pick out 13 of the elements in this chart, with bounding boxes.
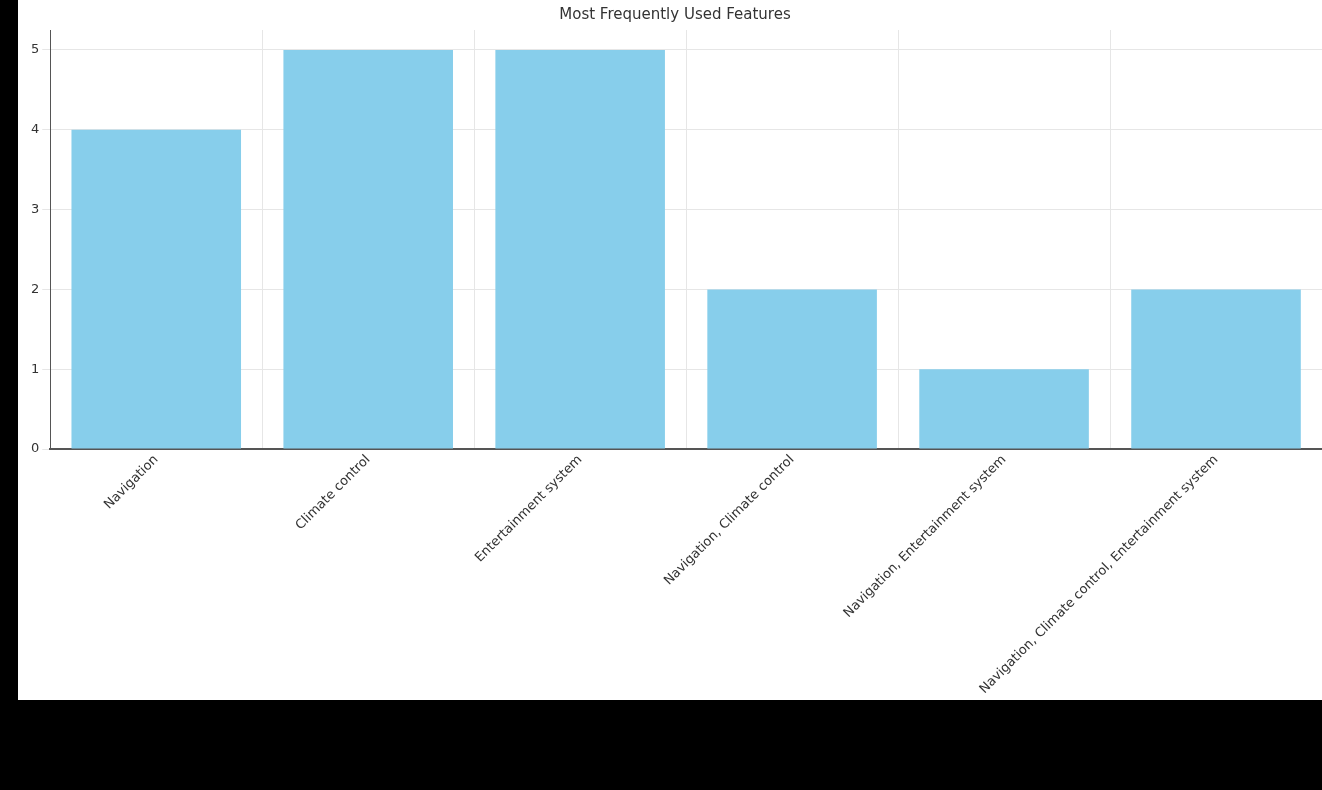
- y-tick-label: 0: [30, 440, 40, 456]
- bar: [495, 49, 665, 449]
- bar: [1131, 289, 1301, 449]
- bar: [707, 289, 877, 449]
- y-tick-label: 4: [30, 121, 40, 137]
- bar: [71, 129, 242, 449]
- chart-title: Most Frequently Used Features: [559, 4, 791, 23]
- y-tick-label: 5: [30, 41, 40, 57]
- y-tick-label: 2: [30, 280, 40, 296]
- y-tick-label: 3: [30, 200, 40, 216]
- y-tick-label: 1: [30, 360, 40, 376]
- bar: [283, 49, 453, 449]
- bar: [919, 369, 1089, 449]
